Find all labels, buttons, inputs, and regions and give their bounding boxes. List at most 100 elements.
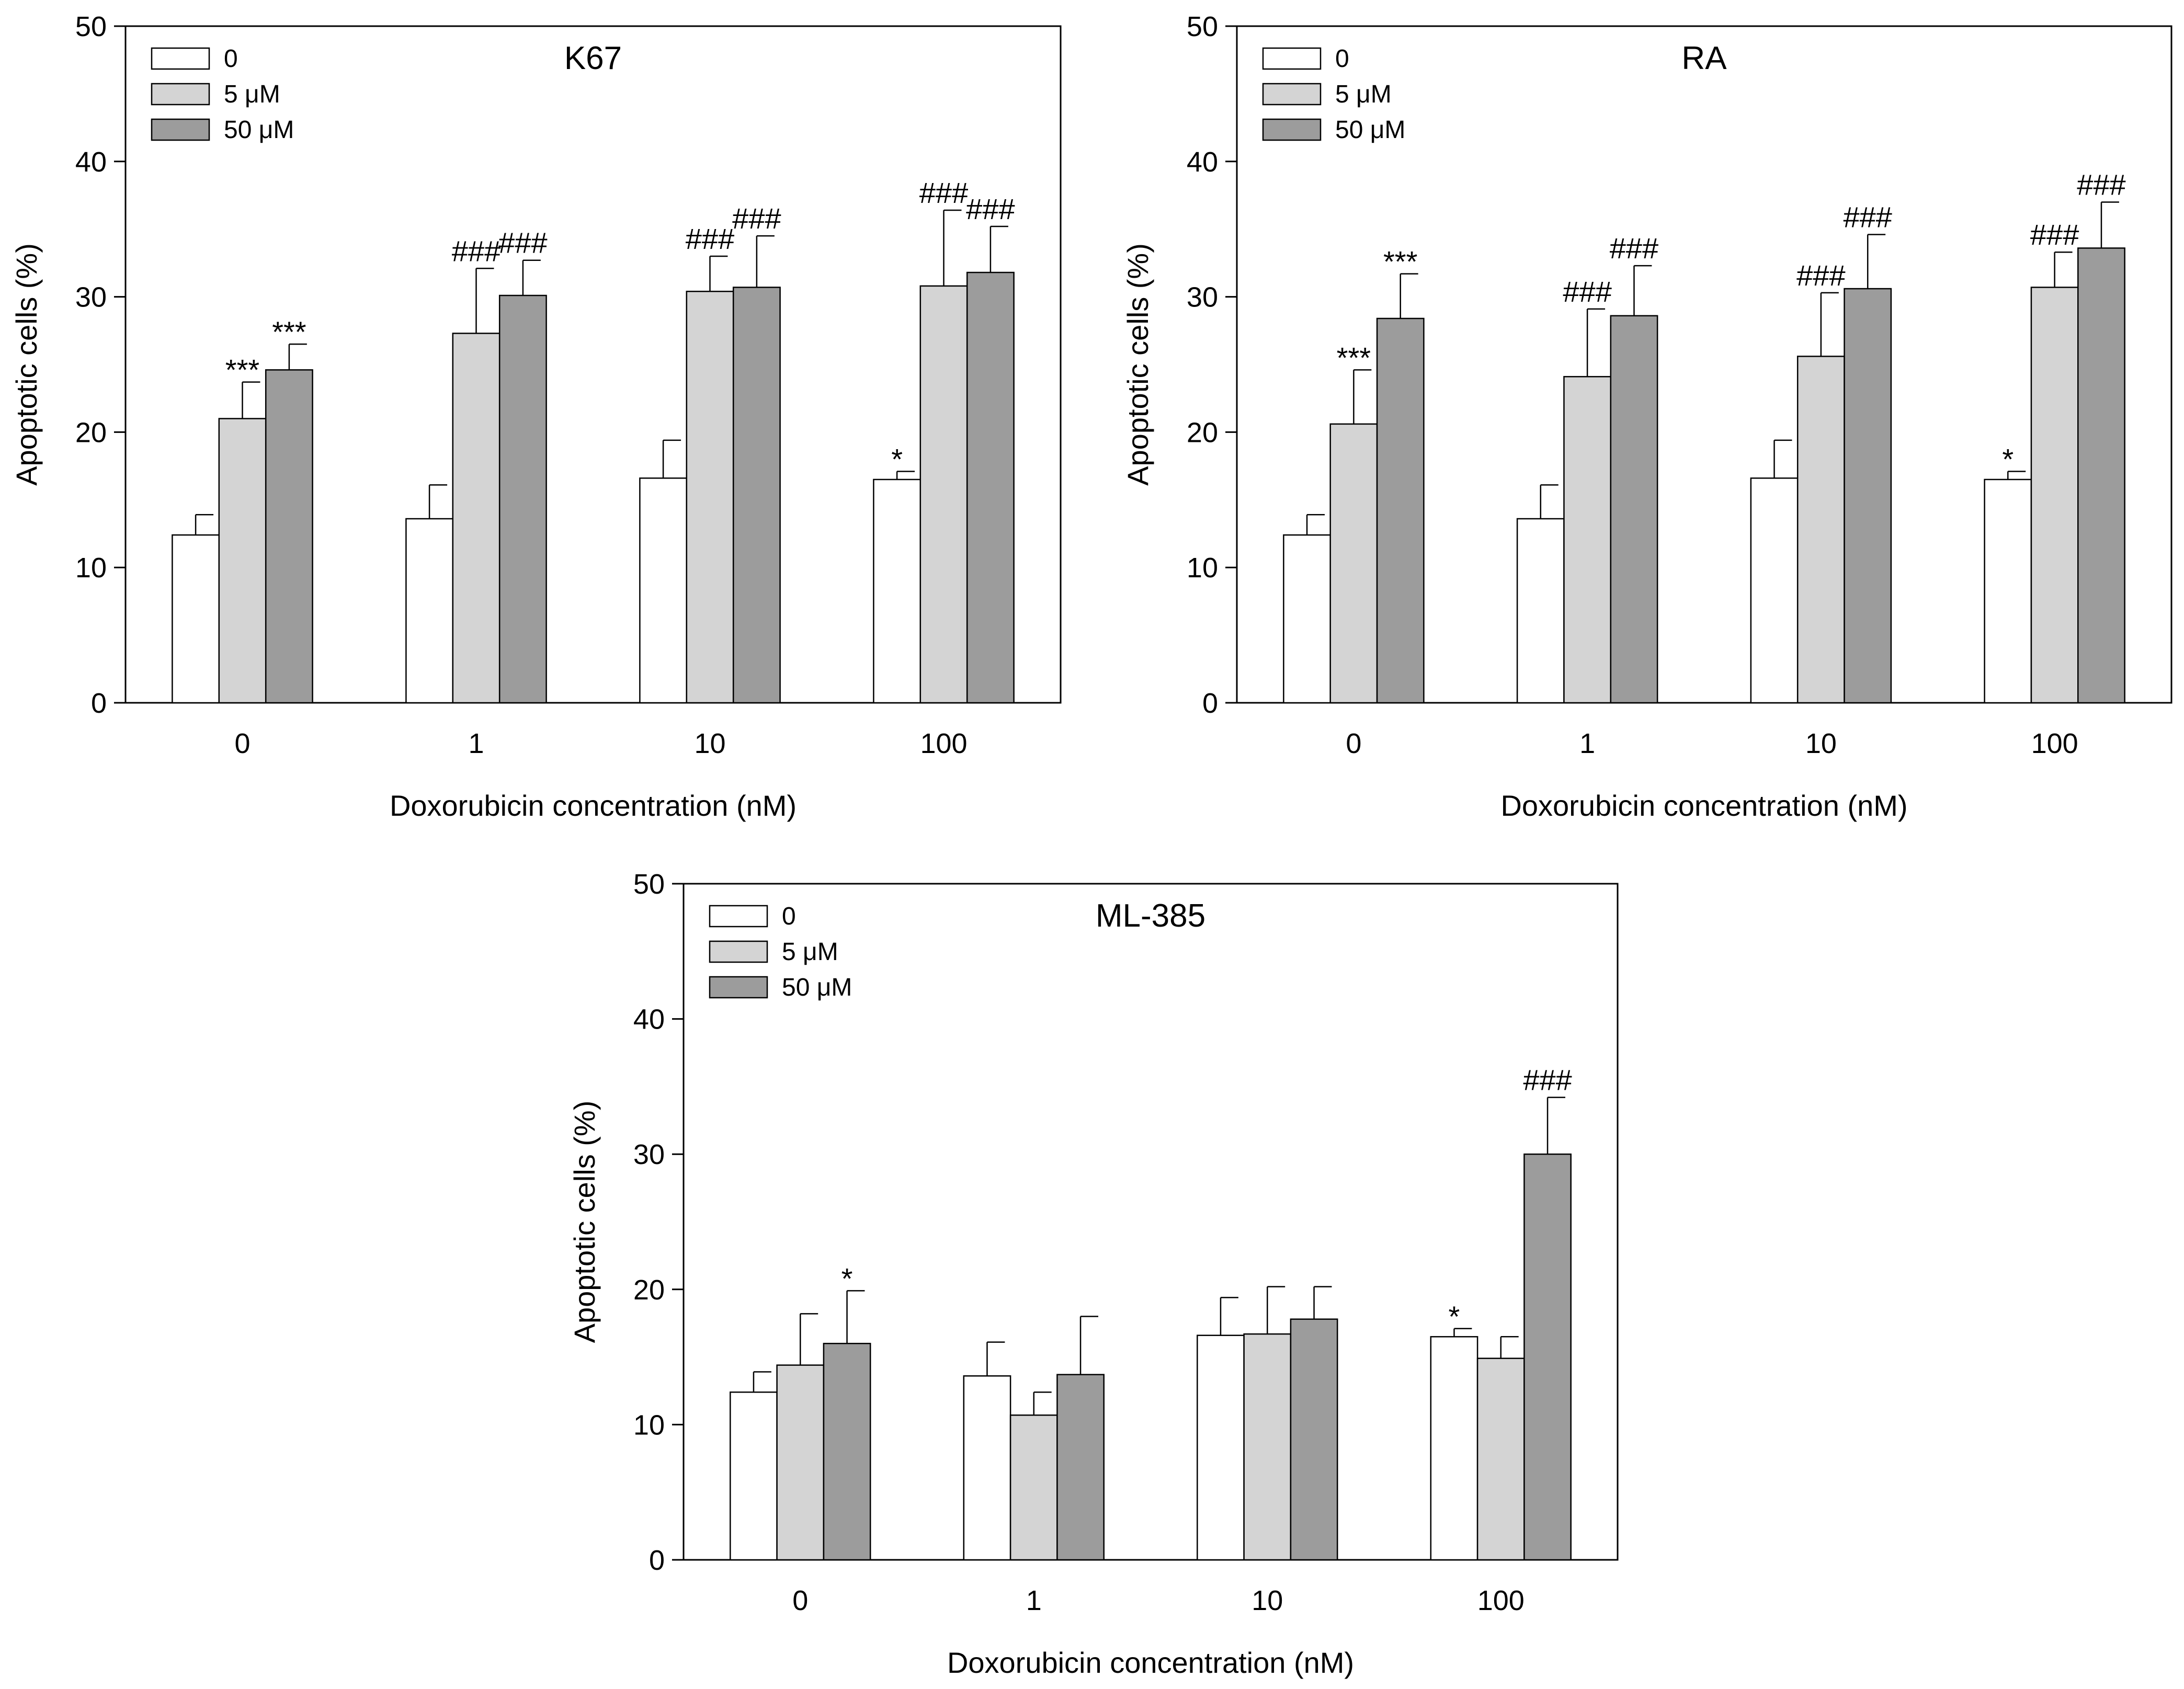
legend-swatch <box>709 905 768 928</box>
legend-swatch <box>1262 118 1322 141</box>
x-axis-title: Doxorubicin concentration (nM) <box>947 1646 1354 1679</box>
x-tick-label: 0 <box>1346 728 1361 759</box>
x-tick-label: 1 <box>1579 728 1595 759</box>
legend-label: 50 μM <box>224 116 294 144</box>
legend-label: 0 <box>1335 45 1349 73</box>
significance-label: *** <box>272 315 306 348</box>
legend-label: 50 μM <box>1335 116 1405 144</box>
significance-label: * <box>2002 442 2014 475</box>
x-tick-label: 0 <box>792 1585 808 1616</box>
x-axis-title: Doxorubicin concentration (nM) <box>390 789 797 822</box>
legend-swatch <box>709 940 768 963</box>
significance-label: *** <box>225 353 259 386</box>
y-tick-label: 20 <box>1187 417 1218 448</box>
significance-label: ### <box>2030 218 2079 251</box>
legend-swatch <box>151 83 210 106</box>
bar <box>218 418 267 704</box>
significance-label: *** <box>1383 245 1417 278</box>
legend-label: 5 μM <box>1335 81 1392 108</box>
y-tick-label: 0 <box>91 688 107 719</box>
bar <box>1750 477 1799 704</box>
legend-swatch <box>1262 83 1322 106</box>
x-tick-label: 10 <box>694 728 725 759</box>
x-tick-label: 10 <box>1252 1585 1283 1616</box>
y-tick-label: 10 <box>1187 552 1218 584</box>
bar <box>823 1342 871 1561</box>
panel-ra: 0 10 20 30 40 50 *** *** 0 ### ### 1 ### ### 10 * ### ###… <box>1121 11 2172 822</box>
legend-label: 5 μM <box>782 938 838 966</box>
significance-label: ### <box>1796 259 1845 292</box>
panel-k67: 01020304050******0######1######10*######… <box>10 11 1062 822</box>
y-tick-label: 50 <box>1187 11 1218 42</box>
significance-label: * <box>1449 1300 1460 1333</box>
bar <box>172 534 220 704</box>
y-tick-label: 0 <box>1202 688 1218 719</box>
y-axis-title: Apoptotic cells (%) <box>10 243 43 486</box>
significance-label: ### <box>686 222 734 255</box>
bar <box>873 478 922 704</box>
significance-label: ### <box>919 176 968 209</box>
x-tick-label: 100 <box>920 728 967 759</box>
bar <box>1009 1414 1058 1561</box>
bar <box>1243 1333 1292 1561</box>
bar <box>963 1375 1011 1561</box>
y-tick-label: 50 <box>633 869 665 900</box>
bar <box>1430 1336 1478 1561</box>
significance-label: * <box>841 1262 853 1295</box>
x-tick-label: 100 <box>2031 728 2078 759</box>
y-tick-label: 30 <box>1187 282 1218 313</box>
bar <box>405 518 454 704</box>
bar <box>1376 317 1425 704</box>
bar <box>1329 423 1378 704</box>
bar <box>498 294 547 704</box>
bar <box>732 287 781 704</box>
y-tick-label: 10 <box>75 552 107 584</box>
legend-label: 50 μM <box>782 974 852 1001</box>
bar <box>776 1364 825 1561</box>
plot-frame <box>124 25 1062 704</box>
significance-label: ### <box>498 226 547 259</box>
x-axis-title: Doxorubicin concentration (nM) <box>1500 789 1907 822</box>
bar <box>2077 247 2125 704</box>
panel-title: RA <box>1681 40 1727 76</box>
bar <box>686 290 734 704</box>
y-tick-label: 50 <box>75 11 107 42</box>
legend-swatch <box>709 976 768 999</box>
y-tick-label: 20 <box>633 1274 665 1306</box>
significance-label: *** <box>1337 341 1371 374</box>
bar <box>1523 1153 1572 1561</box>
bar <box>1610 315 1658 704</box>
y-tick-label: 10 <box>633 1409 665 1441</box>
bar <box>2030 287 2079 704</box>
y-tick-label: 40 <box>1187 146 1218 178</box>
y-tick-label: 40 <box>633 1004 665 1035</box>
bar <box>1516 518 1565 704</box>
y-tick-label: 30 <box>633 1139 665 1170</box>
y-axis-title: Apoptotic cells (%) <box>1121 243 1154 486</box>
y-axis-title: Apoptotic cells (%) <box>568 1101 601 1343</box>
x-tick-label: 0 <box>234 728 250 759</box>
bar <box>452 333 500 704</box>
significance-label: * <box>891 442 903 475</box>
legend-label: 5 μM <box>224 81 280 108</box>
significance-label: ### <box>452 234 500 267</box>
panel-title: K67 <box>564 40 622 76</box>
legend-label: 0 <box>782 903 796 930</box>
significance-label: ### <box>966 192 1015 225</box>
y-tick-label: 30 <box>75 282 107 313</box>
bar <box>1844 288 1892 704</box>
plot-frame <box>682 883 1619 1561</box>
x-tick-label: 100 <box>1477 1585 1525 1616</box>
panel-title: ML-385 <box>1096 898 1205 934</box>
y-tick-label: 0 <box>649 1545 665 1576</box>
y-tick-label: 40 <box>75 146 107 178</box>
x-tick-label: 10 <box>1805 728 1837 759</box>
legend-swatch <box>151 47 210 70</box>
bar <box>1476 1357 1525 1561</box>
bar <box>1283 534 1331 704</box>
panel-ml-385: 0 10 20 30 40 50 * 0 1 10 * ### 100 Doxorubicin conce… <box>568 869 1619 1679</box>
bar <box>265 369 313 704</box>
significance-label: ### <box>2077 168 2125 201</box>
bar <box>1563 376 1612 704</box>
